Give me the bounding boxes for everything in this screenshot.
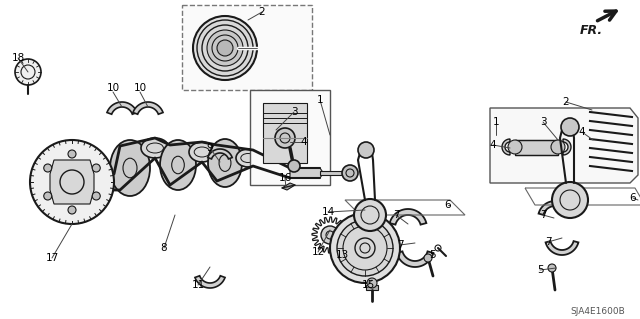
Polygon shape xyxy=(390,209,426,225)
Text: 6: 6 xyxy=(445,200,451,210)
Circle shape xyxy=(68,206,76,214)
Text: 3: 3 xyxy=(291,107,298,117)
Circle shape xyxy=(354,199,386,231)
Circle shape xyxy=(68,150,76,158)
Circle shape xyxy=(337,220,393,276)
Polygon shape xyxy=(366,285,378,290)
Text: 8: 8 xyxy=(161,243,167,253)
Polygon shape xyxy=(290,168,322,178)
Polygon shape xyxy=(563,139,571,155)
Circle shape xyxy=(551,140,565,154)
Ellipse shape xyxy=(110,140,150,196)
Circle shape xyxy=(367,278,377,288)
Polygon shape xyxy=(282,183,295,190)
Text: 16: 16 xyxy=(278,173,292,183)
Text: 7: 7 xyxy=(540,210,547,220)
Ellipse shape xyxy=(208,139,242,187)
Circle shape xyxy=(288,160,300,172)
Text: 2: 2 xyxy=(259,7,266,17)
Circle shape xyxy=(92,164,100,172)
Bar xyxy=(182,5,312,90)
Text: 15: 15 xyxy=(362,280,374,290)
Text: 17: 17 xyxy=(45,253,59,263)
Text: 7: 7 xyxy=(397,240,403,250)
Text: 14: 14 xyxy=(321,207,335,217)
Text: 1: 1 xyxy=(317,95,323,105)
Text: 3: 3 xyxy=(540,117,547,127)
Polygon shape xyxy=(263,103,307,163)
Text: 6: 6 xyxy=(630,193,636,203)
Ellipse shape xyxy=(236,149,260,167)
Circle shape xyxy=(15,59,41,85)
Circle shape xyxy=(217,40,233,56)
Text: 1: 1 xyxy=(493,117,499,127)
Circle shape xyxy=(92,192,100,200)
Circle shape xyxy=(193,16,257,80)
Text: SJA4E1600B: SJA4E1600B xyxy=(571,308,625,316)
Text: FR.: FR. xyxy=(580,24,603,36)
Circle shape xyxy=(44,164,52,172)
Text: 9: 9 xyxy=(207,143,213,153)
Ellipse shape xyxy=(160,140,196,190)
Text: 13: 13 xyxy=(335,250,349,260)
Text: 4: 4 xyxy=(301,137,307,147)
Polygon shape xyxy=(397,251,433,267)
Circle shape xyxy=(30,140,114,224)
Circle shape xyxy=(552,182,588,218)
Polygon shape xyxy=(545,241,579,255)
Circle shape xyxy=(321,226,339,244)
Text: 7: 7 xyxy=(393,210,399,220)
Text: 2: 2 xyxy=(563,97,570,107)
Text: 10: 10 xyxy=(106,83,120,93)
Polygon shape xyxy=(502,139,510,155)
Circle shape xyxy=(342,165,358,181)
Polygon shape xyxy=(107,102,137,114)
Polygon shape xyxy=(490,108,638,183)
Ellipse shape xyxy=(141,138,169,158)
Polygon shape xyxy=(133,102,163,114)
Text: 10: 10 xyxy=(133,83,147,93)
Text: 4: 4 xyxy=(490,140,496,150)
Polygon shape xyxy=(539,201,572,215)
Circle shape xyxy=(44,192,52,200)
Polygon shape xyxy=(50,160,94,204)
Ellipse shape xyxy=(189,142,215,162)
Text: 7: 7 xyxy=(545,237,551,247)
Polygon shape xyxy=(320,171,345,175)
Circle shape xyxy=(548,264,556,272)
Circle shape xyxy=(275,128,295,148)
Circle shape xyxy=(508,140,522,154)
Text: 18: 18 xyxy=(12,53,24,63)
Polygon shape xyxy=(515,140,558,155)
Circle shape xyxy=(561,118,579,136)
Polygon shape xyxy=(208,149,232,159)
Polygon shape xyxy=(195,276,225,288)
Circle shape xyxy=(358,142,374,158)
Text: 12: 12 xyxy=(312,247,324,257)
Text: 11: 11 xyxy=(191,280,205,290)
Bar xyxy=(250,90,330,185)
Text: 5: 5 xyxy=(429,250,435,260)
Text: 5: 5 xyxy=(537,265,543,275)
Circle shape xyxy=(197,20,253,76)
Circle shape xyxy=(207,30,243,66)
Text: 4: 4 xyxy=(579,127,586,137)
Circle shape xyxy=(424,254,432,262)
Circle shape xyxy=(330,213,400,283)
